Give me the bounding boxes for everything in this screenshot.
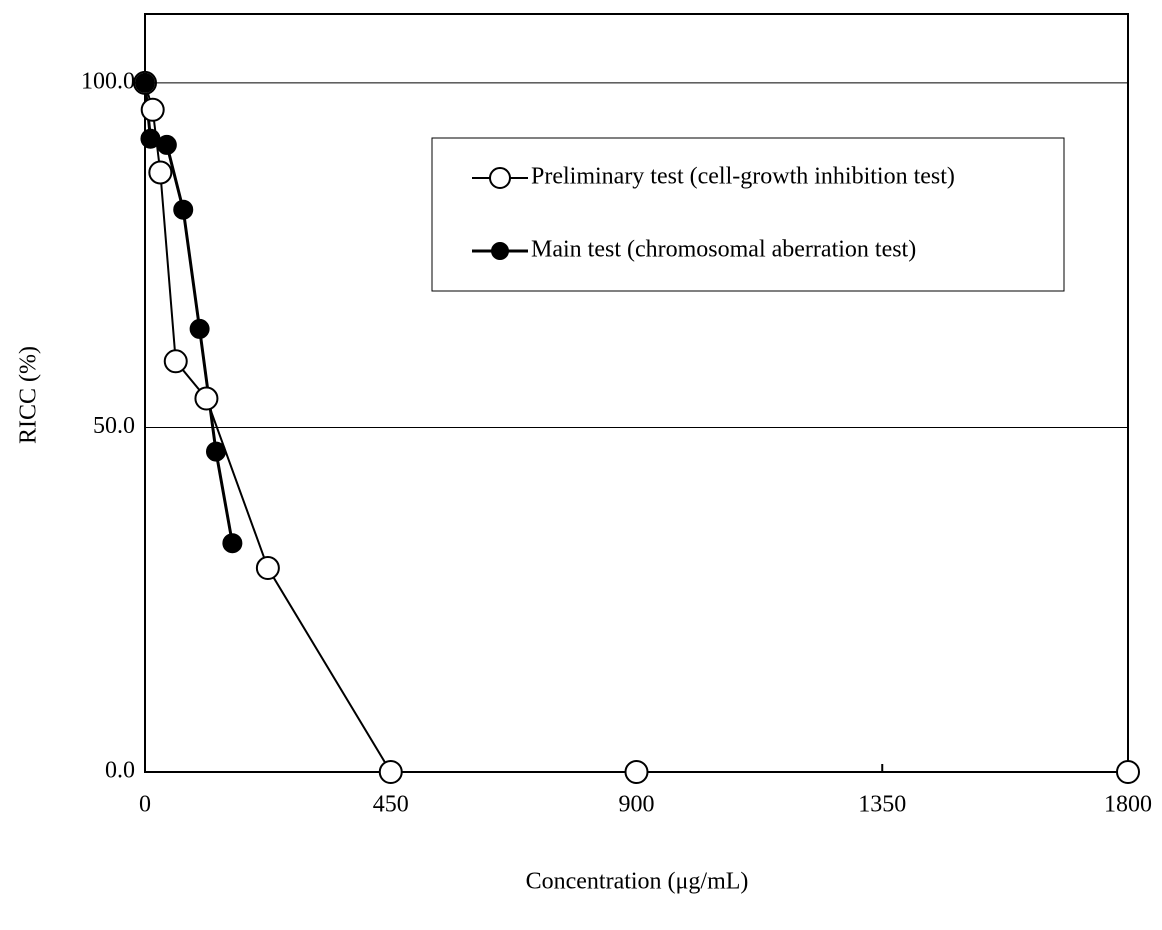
data-point	[140, 97, 165, 122]
data-point	[194, 386, 219, 411]
data-point	[624, 760, 649, 784]
data-point	[173, 199, 194, 220]
data-point	[135, 72, 155, 93]
data-point	[189, 318, 210, 339]
legend-marker	[491, 242, 509, 260]
legend-marker	[489, 167, 511, 189]
x-tick-label: 900	[619, 792, 655, 818]
y-tick-label: 0.0	[105, 758, 135, 784]
data-point	[222, 533, 243, 554]
y-tick-label: 100.0	[81, 68, 135, 94]
x-tick-label: 1800	[1104, 792, 1152, 818]
x-tick-label: 450	[373, 792, 409, 818]
data-point	[1116, 760, 1140, 784]
plot-frame	[144, 13, 1129, 773]
data-point	[255, 556, 280, 581]
x-tick-label: 1350	[858, 792, 906, 818]
data-point	[378, 760, 403, 784]
legend-label: Main test (chromosomal aberration test)	[531, 237, 916, 263]
data-point	[205, 441, 226, 462]
data-point	[148, 160, 173, 185]
x-tick-label: 0	[139, 792, 151, 818]
x-axis-label: Concentration (μg/mL)	[526, 869, 749, 895]
data-point	[140, 128, 161, 149]
data-point	[163, 349, 188, 374]
legend-box	[431, 137, 1065, 292]
y-axis-label: RICC (%)	[16, 346, 42, 444]
legend-label: Preliminary test (cell-growth inhibition…	[531, 164, 955, 190]
data-point	[156, 134, 177, 155]
y-tick-label: 50.0	[93, 413, 135, 439]
